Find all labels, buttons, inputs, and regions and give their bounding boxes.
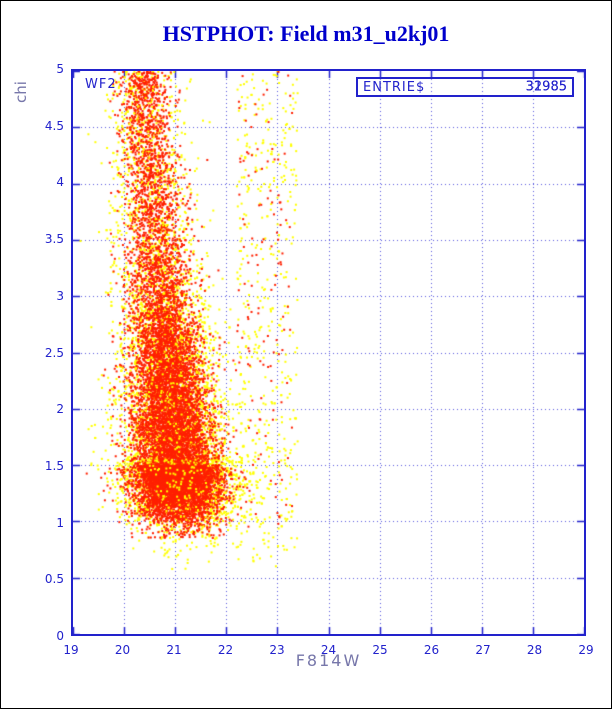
x-tick-label: 23 [269,643,285,657]
entries-label: ENTRIE$ [363,79,426,95]
y-tick-label: 2 [56,402,64,417]
y-tick-label: 0.5 [44,572,64,587]
y-tick-label: 1 [56,515,64,530]
entries-box: ENTRIE$ 31985 32985 [356,77,574,97]
entries-value: 32985 [525,79,567,95]
x-axis-label: F814W [295,651,362,670]
y-tick-label: 0 [56,629,64,643]
page-title: HSTPHOT: Field m31_u2kj01 [162,21,450,46]
y-tick-label: 1.5 [44,458,64,473]
x-tick-label: 27 [475,643,491,657]
x-tick-label: 24 [320,643,337,657]
plot-area: WF2 ENTRIE$ 31985 32985 [71,69,586,636]
scatter-canvas [73,71,584,634]
entries-value: 31985 [525,79,567,95]
x-tick-label: 19 [63,643,79,657]
y-tick-label: 2.5 [44,345,64,360]
x-tick-label: 21 [166,643,182,657]
x-tick-label: 29 [578,643,594,657]
y-tick-label: 5 [56,62,64,76]
y-tick-label: 4.5 [44,118,64,133]
x-tick-label: 22 [217,643,234,657]
x-tick-label: 20 [114,643,131,657]
chip-label: WF2 [85,77,117,92]
x-tick-label: 26 [423,643,440,657]
y-tick-label: 4 [56,175,64,190]
x-tick-label: 25 [372,643,388,657]
entries-values: 31985 32985 [488,79,572,95]
x-tick-label: 28 [526,643,543,657]
y-tick-label: 3.5 [44,232,64,247]
y-axis-label: chi [12,81,30,103]
y-tick-label: 3 [56,288,64,303]
